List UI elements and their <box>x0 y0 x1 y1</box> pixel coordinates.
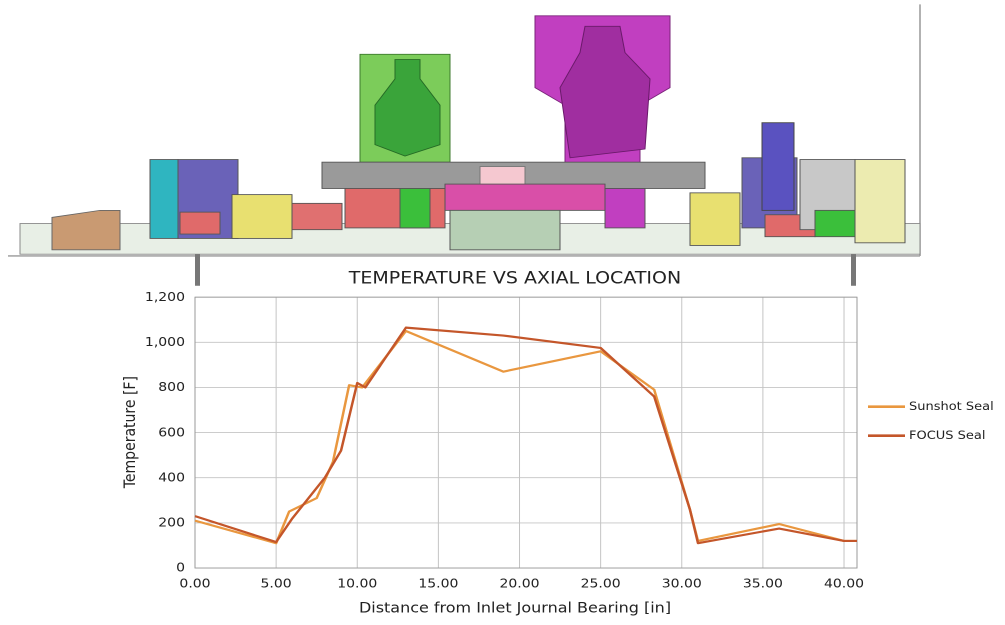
series-line <box>195 328 857 544</box>
part <box>605 188 645 227</box>
part <box>450 210 560 249</box>
chart: TEMPERATURE VS AXIAL LOCATION Distance f… <box>0 0 1005 625</box>
part <box>400 188 430 227</box>
y-tick-label: 1,000 <box>145 336 185 350</box>
y-tick-label: 0 <box>176 561 185 575</box>
page: TEMPERATURE VS AXIAL LOCATION Distance f… <box>0 0 1005 625</box>
part <box>292 203 342 229</box>
legend-label: FOCUS Seal <box>909 429 985 442</box>
x-tick-label: 15.00 <box>418 577 458 591</box>
part <box>52 210 120 249</box>
x-tick-label: 10.00 <box>337 577 377 591</box>
x-tick-label: 35.00 <box>743 577 783 591</box>
part <box>150 160 178 239</box>
y-tick-label: 200 <box>158 516 185 530</box>
part <box>180 212 220 234</box>
part <box>690 193 740 246</box>
part <box>445 184 605 210</box>
marker-bar <box>851 254 856 286</box>
y-tick-label: 1,200 <box>145 291 185 305</box>
part <box>762 123 794 211</box>
part <box>815 210 855 236</box>
y-tick-label: 600 <box>158 426 185 440</box>
marker-bar <box>195 254 200 286</box>
x-tick-label: 30.00 <box>662 577 702 591</box>
chart-title: TEMPERATURE VS AXIAL LOCATION <box>348 268 681 288</box>
series-line <box>195 331 857 543</box>
machine-drawing <box>8 4 920 285</box>
y-tick-label: 400 <box>158 471 185 485</box>
y-axis-label: Temperature [F] <box>120 376 139 489</box>
x-tick-label: 40.00 <box>824 577 864 591</box>
part <box>855 160 905 243</box>
legend-label: Sunshot Seal <box>909 400 994 413</box>
x-tick-label: 5.00 <box>261 577 292 591</box>
x-tick-label: 0.00 <box>179 577 210 591</box>
x-tick-label: 20.00 <box>499 577 539 591</box>
x-axis-label: Distance from Inlet Journal Bearing [in] <box>359 599 671 616</box>
part <box>232 195 292 239</box>
x-tick-label: 25.00 <box>581 577 621 591</box>
y-tick-label: 800 <box>158 381 185 395</box>
